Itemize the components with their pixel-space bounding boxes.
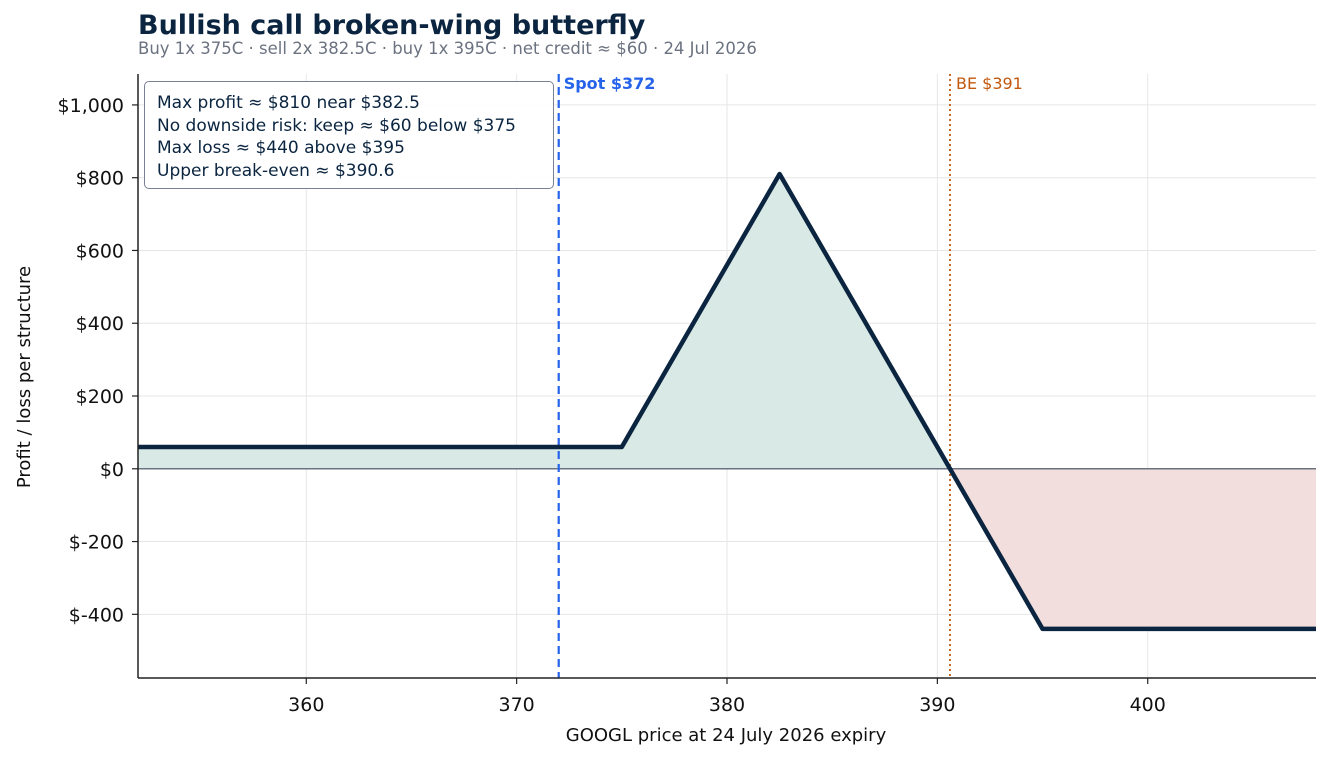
summary-box: Max profit ≈ $810 near $382.5 No downsid… — [144, 81, 554, 189]
chart-subtitle: Buy 1x 375C · sell 2x 382.5C · buy 1x 39… — [138, 39, 757, 58]
y-tick-label: $0 — [100, 459, 124, 481]
x-tick-label: 380 — [709, 694, 745, 716]
summary-downside: No downside risk: keep ≈ $60 below $375 — [157, 115, 516, 136]
x-tick-label: 400 — [1130, 694, 1166, 716]
y-tick-label: $200 — [76, 386, 124, 408]
summary-break-even: Upper break-even ≈ $390.6 — [157, 160, 395, 181]
payoff-series — [138, 171, 1316, 632]
chart-title: Bullish call broken-wing butterfly — [138, 10, 646, 41]
x-tick-label: 360 — [288, 694, 324, 716]
x-tick-label: 370 — [499, 694, 535, 716]
y-tick-label: $1,000 — [58, 95, 124, 117]
axes — [132, 74, 1316, 684]
profit-area — [138, 174, 1316, 469]
payoff-line — [138, 171, 1316, 632]
spot-label: Spot $372 — [564, 74, 656, 93]
reference-lines: Spot $372 BE $391 — [138, 74, 1316, 678]
y-tick-label: $800 — [76, 168, 124, 190]
x-axis-label: GOOGL price at 24 July 2026 expiry — [566, 725, 887, 746]
breakeven-label: BE $391 — [956, 74, 1023, 93]
y-tick-label: $-200 — [69, 532, 124, 554]
summary-max-loss: Max loss ≈ $440 above $395 — [157, 138, 405, 158]
y-tick-label: $600 — [76, 240, 124, 262]
y-tick-label: $400 — [76, 313, 124, 335]
summary-max-profit: Max profit ≈ $810 near $382.5 — [157, 93, 420, 113]
tick-labels: 360 370 380 390 400 $-400 $-200 $0 $200 $400 $600 $… — [58, 95, 1166, 716]
x-tick-label: 390 — [919, 694, 955, 716]
y-axis-label: Profit / loss per structure — [14, 266, 35, 488]
y-tick-label: $-400 — [69, 604, 124, 626]
